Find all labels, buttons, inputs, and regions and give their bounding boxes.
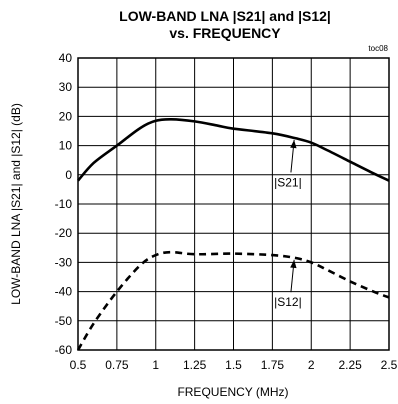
y-tick-labels: 40 30 20 10 0 -10 -20 -30 -40 -50 -60 (55, 51, 73, 357)
y-tick-label: -50 (55, 314, 73, 328)
x-axis-label: FREQUENCY (MHz) (177, 385, 288, 399)
y-tick-label: 0 (65, 168, 72, 182)
chart-code: toc08 (368, 44, 388, 53)
x-tick-label: 1 (152, 358, 159, 372)
y-tick-label: 10 (59, 139, 73, 153)
x-tick-label: 0.5 (70, 358, 87, 372)
x-tick-label: 0.75 (105, 358, 129, 372)
y-tick-label: -20 (55, 226, 73, 240)
x-tick-label: 2.5 (381, 358, 398, 372)
chart-title-line2: vs. FREQUENCY (169, 25, 281, 41)
y-tick-label: -40 (55, 285, 73, 299)
y-tick-label: 30 (59, 80, 73, 94)
grid (77, 57, 390, 351)
x-tick-label: 1.75 (261, 358, 285, 372)
series-label-s21: |S21| (274, 175, 302, 189)
y-tick-label: -60 (55, 343, 73, 357)
y-tick-label: -10 (55, 197, 73, 211)
series-line-s21 (77, 117, 390, 182)
annotations-group: |S21| |S12| (274, 139, 302, 309)
series-group (76, 117, 390, 351)
x-tick-label: 1.5 (225, 358, 242, 372)
series-label-s12: |S12| (274, 295, 302, 309)
series-line-s12 (76, 250, 390, 351)
x-tick-labels: 0.5 0.75 1 1.25 1.5 1.75 2 2.25 2.5 (70, 358, 398, 372)
x-tick-label: 2.25 (338, 358, 362, 372)
y-tick-label: 40 (59, 51, 73, 65)
y-axis-label: LOW-BAND LNA |S21| and |S12| (dB) (9, 103, 23, 305)
annotation-arrowhead (290, 139, 297, 149)
plot-frame (77, 57, 390, 351)
x-tick-label: 2 (308, 358, 315, 372)
y-tick-label: 20 (59, 109, 73, 123)
x-tick-label: 1.25 (183, 358, 207, 372)
chart-title-line1: LOW-BAND LNA |S21| and |S12| (119, 8, 331, 24)
y-tick-label: -30 (55, 255, 73, 269)
annotation-arrowhead (290, 259, 297, 269)
